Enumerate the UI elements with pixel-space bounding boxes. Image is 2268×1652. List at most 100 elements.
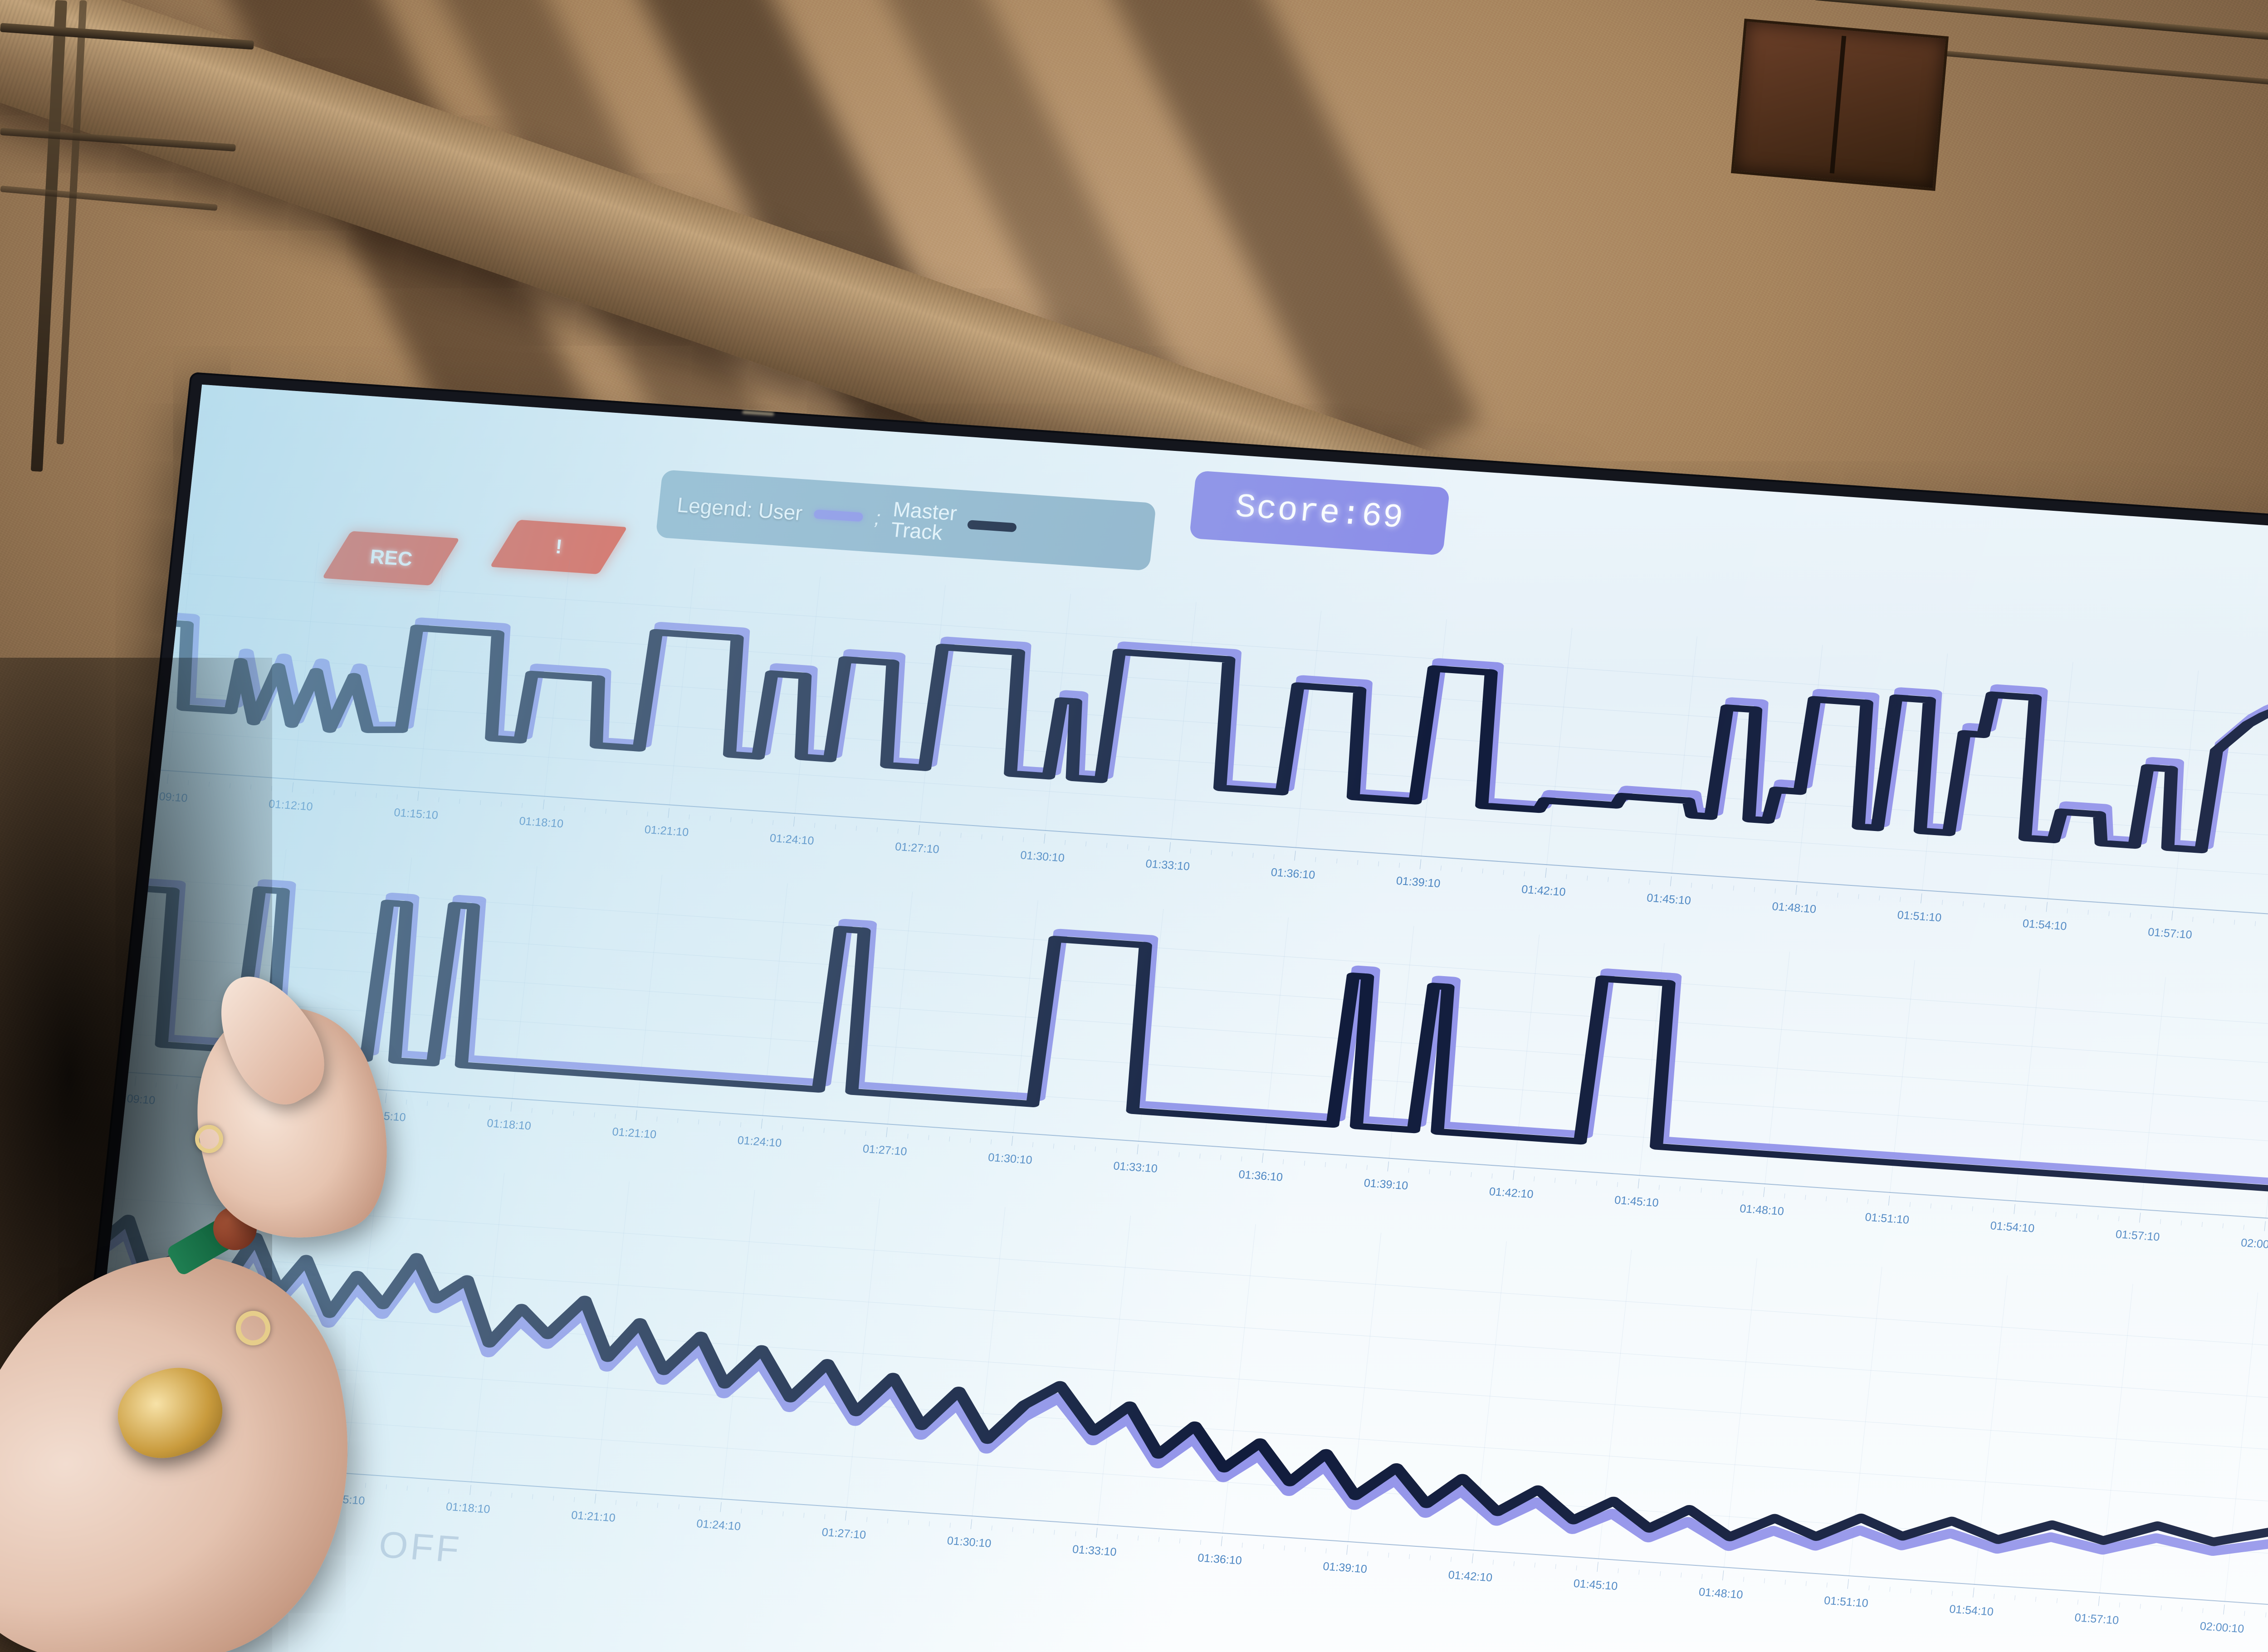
x-tick-minor	[699, 1505, 700, 1511]
x-tick-minor	[1491, 1173, 1493, 1179]
x-tick-minor	[1357, 860, 1358, 865]
x-tick-minor	[1576, 1565, 1577, 1571]
x-tick-minor	[1075, 1531, 1076, 1536]
x-tick-minor	[532, 1494, 533, 1500]
x-tick-minor	[1283, 1159, 1284, 1164]
x-tick	[417, 791, 419, 801]
x-tick	[970, 1519, 973, 1530]
x-tick-minor	[574, 1497, 575, 1502]
legend-separator: ;	[873, 507, 882, 529]
x-tick	[635, 1110, 637, 1120]
x-tick-minor	[2160, 1219, 2161, 1224]
x-tick	[1169, 842, 1171, 852]
x-tick-minor	[438, 797, 440, 802]
x-tick	[469, 1485, 471, 1495]
x-tick-minor	[1712, 884, 1713, 890]
x-tick	[1471, 1553, 1473, 1564]
x-tick-minor	[782, 1511, 784, 1516]
x-tick	[1137, 1144, 1139, 1154]
wall-display: REC ! Legend: User ; Master Track Score:…	[49, 372, 2268, 1652]
legend-user-swatch	[813, 509, 864, 522]
x-axis-label: 01:30:10	[1020, 849, 1066, 865]
x-tick-minor	[1116, 1148, 1117, 1153]
x-tick-minor	[1263, 1544, 1264, 1549]
x-tick-minor	[824, 1514, 826, 1520]
x-tick-minor	[657, 1503, 659, 1508]
x-axis-label: 01:51:10	[1897, 909, 1942, 924]
x-tick-minor	[1774, 888, 1776, 894]
x-axis-label: 01:45:10	[1646, 891, 1692, 907]
x-tick	[1512, 1170, 1515, 1180]
x-tick-minor	[2192, 917, 2194, 922]
x-tick	[2171, 910, 2173, 921]
x-tick-minor	[1827, 1582, 1828, 1588]
x-tick-minor	[876, 827, 878, 832]
x-tick-minor	[448, 1102, 449, 1108]
master-trace-3	[64, 1205, 2268, 1550]
x-tick-minor	[1095, 1146, 1096, 1152]
x-tick-minor	[2119, 1602, 2120, 1608]
x-tick-minor	[1837, 893, 1838, 898]
x-tick-minor	[594, 1112, 595, 1118]
legend[interactable]: Legend: User ; Master Track	[655, 469, 1157, 571]
x-tick-minor	[1533, 1176, 1535, 1182]
x-tick-minor	[1628, 878, 1630, 884]
x-tick-minor	[2097, 1215, 2098, 1220]
x-tick-minor	[1137, 1535, 1139, 1541]
x-tick	[385, 1093, 387, 1103]
x-tick-minor	[2202, 1608, 2204, 1613]
x-tick-minor	[1721, 1189, 1723, 1194]
x-tick	[1795, 885, 1797, 895]
x-tick-minor	[2118, 1216, 2119, 1222]
x-tick-minor	[1471, 1172, 1472, 1178]
x-axis-label: 01:18:10	[445, 1500, 491, 1516]
x-tick-minor	[1754, 887, 1755, 892]
x-tick	[292, 782, 294, 792]
x-axis-label: 01:27:10	[894, 840, 940, 856]
x-tick-minor	[981, 834, 982, 840]
x-tick-minor	[990, 1139, 992, 1144]
x-tick-minor	[1440, 865, 1442, 871]
x-tick-minor	[552, 1109, 553, 1114]
x-axis-label: 01:42:10	[1488, 1185, 1534, 1201]
x-tick-minor	[1336, 858, 1337, 864]
x-tick-minor	[1345, 1163, 1347, 1169]
x-tick-minor	[929, 1521, 930, 1526]
x-axis-label: 01:30:10	[946, 1534, 992, 1550]
x-axis-label: 01:45:10	[1573, 1577, 1618, 1593]
x-tick-minor	[1680, 1186, 1681, 1192]
x-tick-minor	[2180, 1220, 2182, 1226]
x-axis-label: 01:24:10	[737, 1134, 782, 1150]
x-tick-minor	[887, 1518, 888, 1524]
x-tick-minor	[730, 817, 732, 822]
x-tick-minor	[1910, 1588, 1911, 1593]
x-tick-minor	[1867, 1199, 1869, 1204]
x-axis-label: 01:57:10	[2115, 1227, 2160, 1244]
x-tick-minor	[1409, 1554, 1410, 1559]
x-tick-minor	[1461, 867, 1463, 872]
x-axis-label: 01:42:10	[1447, 1569, 1493, 1584]
x-tick	[1262, 1153, 1264, 1163]
x-tick-minor	[1847, 1197, 1848, 1203]
x-tick-minor	[1178, 1152, 1180, 1158]
x-tick-minor	[1012, 1527, 1013, 1532]
alert-button-label: !	[554, 535, 563, 558]
x-tick-minor	[719, 1121, 720, 1126]
x-tick-minor	[531, 1108, 533, 1113]
x-tick	[2014, 1204, 2015, 1214]
x-tick-minor	[678, 1504, 679, 1510]
x-tick-minor	[1033, 1528, 1034, 1534]
x-tick-minor	[1649, 880, 1651, 885]
x-tick-minor	[1733, 885, 1734, 891]
x-axis-label: 01:36:10	[1270, 865, 1316, 882]
x-tick-minor	[1429, 1169, 1430, 1174]
x-tick	[793, 816, 795, 827]
x-tick	[1973, 1587, 1975, 1598]
x-tick-minor	[814, 823, 816, 828]
x-tick-minor	[1659, 1571, 1661, 1576]
x-tick-minor	[1325, 1162, 1326, 1168]
x-tick	[1637, 1178, 1640, 1189]
x-tick-minor	[1179, 1538, 1181, 1544]
x-tick-minor	[406, 1099, 407, 1105]
x-tick-minor	[1252, 853, 1254, 858]
